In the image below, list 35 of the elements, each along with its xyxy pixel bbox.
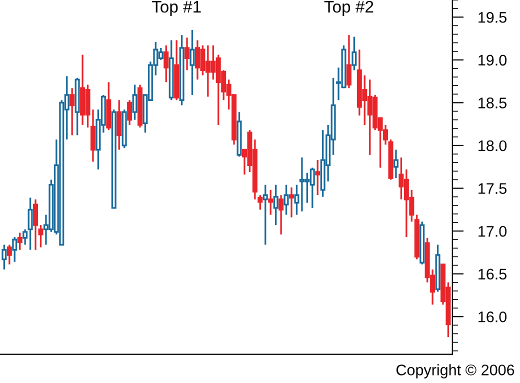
candlestick [346,34,352,89]
y-tick-label: 17.0 [478,226,507,237]
candlestick [12,236,18,263]
y-tick-label: 19.5 [478,12,506,23]
text: Copyright © 2006 [396,364,514,378]
candlestick [262,184,268,246]
candlestick [132,84,138,121]
y-tick-label: 18.5 [478,98,506,108]
candlestick [278,194,284,236]
annotation: Top #1 [152,1,201,16]
candlestick [22,228,28,246]
candlestick [315,159,320,196]
candlestick [70,87,75,136]
candlestick [288,186,294,218]
y-tick-label: 16.5 [478,268,506,280]
candlestick [294,184,300,216]
annotation: Top #2 [324,0,374,16]
candlestick [393,148,398,179]
candlestick [6,244,12,266]
candlestick [268,189,274,216]
candlestick [2,244,7,270]
y-tick-label: 16.0 [478,311,507,322]
candlestick [127,99,132,126]
y-tick-label: 18.0 [478,140,507,152]
candlestick [17,232,22,251]
candlestick [284,184,289,216]
candlestick [184,36,190,72]
y-tick-label: 17.5 [478,183,506,194]
candlestick [28,196,33,251]
candlestick [164,44,169,83]
candlestick [273,184,278,226]
candlestick [352,36,357,72]
y-tick-label: 19.0 [478,54,507,66]
candlestick [116,99,122,151]
candlestick [190,29,195,96]
